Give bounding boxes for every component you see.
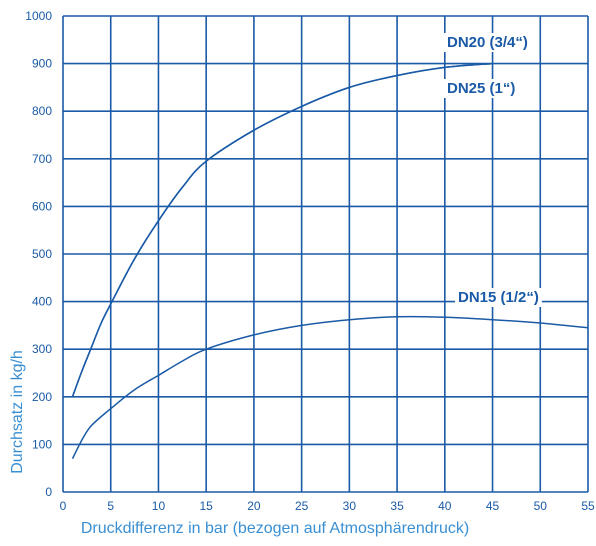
series-annotation: DN15 (1/2“)	[458, 289, 539, 306]
y-tick-label: 400	[32, 295, 52, 309]
annotation-background	[444, 79, 519, 98]
series-annotation: DN25 (1“)	[447, 80, 515, 97]
y-tick-label: 300	[32, 342, 52, 356]
y-tick-label: 200	[32, 390, 52, 404]
y-tick-label: 0	[45, 485, 52, 499]
series-annotations: DN20 (3/4“) DN25 (1“) DN15 (1/2“)	[444, 33, 542, 307]
annotation-background	[455, 288, 542, 307]
y-tick-label: 1000	[25, 9, 52, 23]
grid-lines	[62, 15, 589, 493]
tick-labels: 0 5 10 15 20 25 30 35 40 45 50 55 0 100 200 300 400 500 60…	[25, 9, 595, 513]
x-tick-label: 20	[247, 499, 261, 513]
x-tick-label: 30	[343, 499, 357, 513]
y-tick-label: 900	[32, 57, 52, 71]
y-tick-label: 500	[32, 247, 52, 261]
series-lines	[71, 62, 589, 460]
y-tick-label: 100	[32, 437, 52, 451]
x-tick-label: 50	[534, 499, 548, 513]
series-line-dn20-3-4	[71, 62, 493, 398]
y-axis-label: Durchsatz in kg/h	[9, 350, 26, 474]
x-tick-label: 55	[581, 499, 595, 513]
x-tick-label: 15	[200, 499, 214, 513]
x-tick-label: 40	[438, 499, 452, 513]
x-axis-label: Druckdifferenz in bar (bezogen auf Atmos…	[81, 520, 469, 537]
y-tick-label: 600	[32, 199, 52, 213]
series-line-dn25-1	[71, 62, 493, 398]
x-tick-label: 5	[107, 499, 114, 513]
annotation-background	[444, 33, 531, 52]
x-tick-label: 10	[152, 499, 166, 513]
series-line-dn15-1-2	[71, 315, 589, 460]
y-tick-label: 700	[32, 152, 52, 166]
x-tick-label: 0	[60, 499, 67, 513]
x-tick-label: 25	[295, 499, 309, 513]
x-tick-label: 35	[390, 499, 404, 513]
y-tick-label: 800	[32, 104, 52, 118]
x-tick-label: 45	[486, 499, 500, 513]
series-annotation: DN20 (3/4“)	[447, 34, 528, 51]
